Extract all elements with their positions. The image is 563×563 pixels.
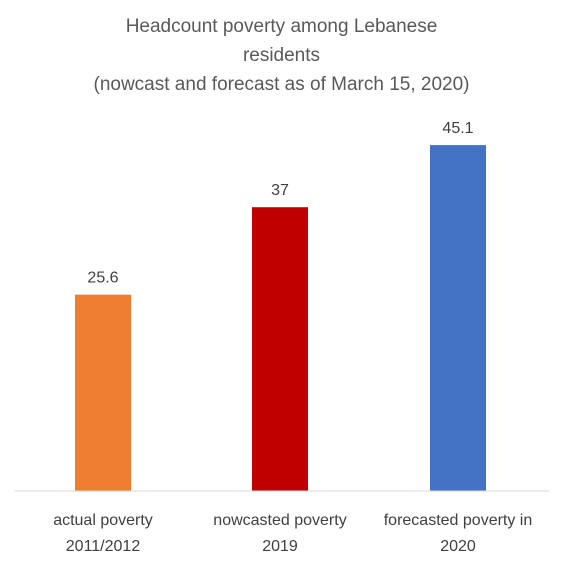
bar-3 [430,145,486,491]
category-label-1-line-1: actual poverty [53,512,153,529]
chart-title-line-2: residents [243,45,320,66]
data-label-3: 45.1 [442,120,473,137]
data-label-2: 37 [271,182,289,199]
category-label-3-line-1: forecasted poverty in [384,512,533,529]
x-axis-tick-labels: actual poverty 2011/2012 nowcasted poverty… [53,512,532,555]
bars [75,145,486,491]
category-label-2-line-1: nowcasted poverty [213,512,346,529]
chart-title-line-3: (nowcast and forecast as of March 15, 20… [94,74,470,95]
data-labels: 25.6 37 45.1 [87,120,473,287]
category-label-3-line-2: 2020 [440,538,476,555]
data-label-1: 25.6 [87,270,118,287]
chart-title-line-1: Headcount poverty among Lebanese [126,16,438,37]
chart-title: Headcount poverty among Lebanese residen… [94,16,470,95]
category-label-1-line-2: 2011/2012 [66,538,141,555]
category-label-2-line-2: 2019 [262,538,298,555]
bar-1 [75,294,131,491]
bar-2 [252,207,308,491]
